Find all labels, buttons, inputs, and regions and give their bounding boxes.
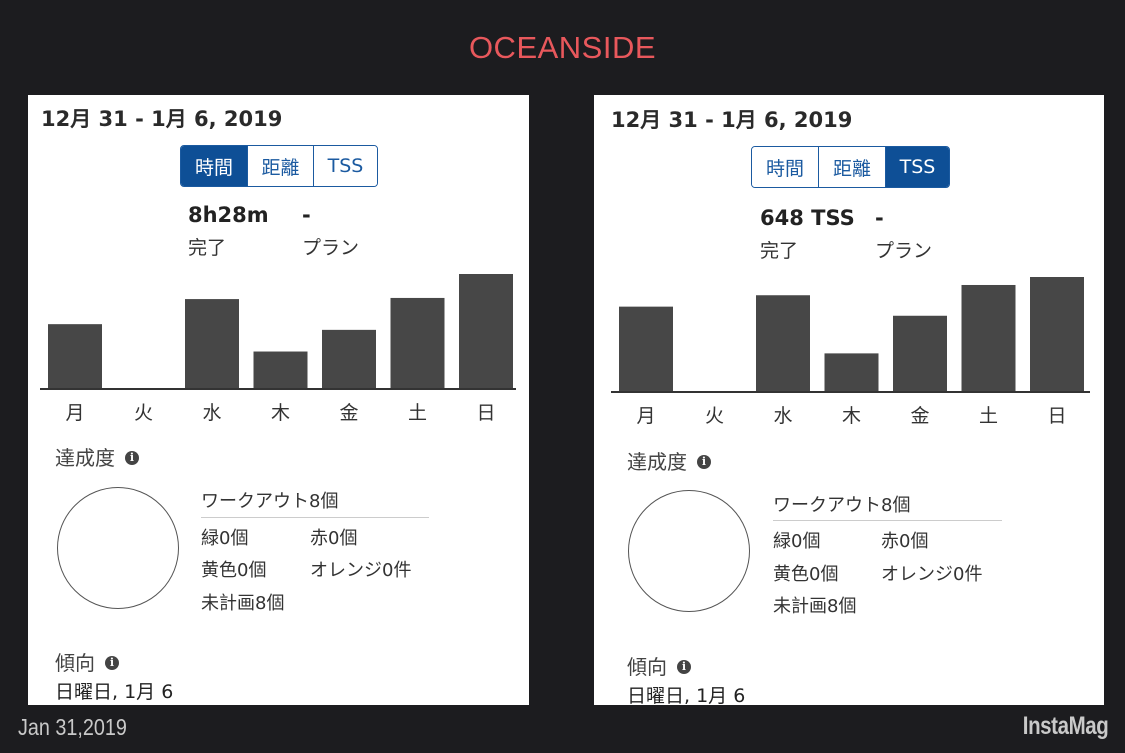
weekly-summary-panel-left: 12月 31 - 1月 6, 2019 時間 距離 TSS 8h28m - 完了… xyxy=(28,95,529,705)
divider xyxy=(201,517,429,518)
app-watermark: InstaMag xyxy=(1022,712,1108,740)
bar-5 xyxy=(961,284,1016,391)
workouts-count: ワークアウト8個 xyxy=(773,495,911,516)
compliance-ring xyxy=(57,487,179,609)
bar-2 xyxy=(185,299,239,388)
trend-label: 傾向 i xyxy=(55,647,119,676)
green-count: 緑0個 xyxy=(201,528,249,549)
trend-date: 日曜日, 1月 6 xyxy=(627,685,746,705)
footer-date: Jan 31,2019 xyxy=(18,714,127,740)
day-label: 日 xyxy=(476,402,495,424)
completed-label: 完了 xyxy=(188,237,227,259)
completed-label: 完了 xyxy=(760,240,799,262)
orange-count: オレンジ0件 xyxy=(310,560,412,581)
info-icon[interactable]: i xyxy=(677,659,691,674)
bar-3 xyxy=(824,353,879,391)
weekly-summary-panel-right: 12月 31 - 1月 6, 2019 時間 距離 TSS 648 TSS - … xyxy=(594,95,1104,705)
day-label: 土 xyxy=(408,402,427,424)
plan-value: - xyxy=(302,203,311,227)
day-label: 月 xyxy=(65,402,84,424)
plan-value: - xyxy=(875,206,884,230)
day-label: 水 xyxy=(202,402,221,424)
bar-6 xyxy=(1030,277,1084,391)
date-range: 12月 31 - 1月 6, 2019 xyxy=(611,108,853,132)
workouts-count: ワークアウト8個 xyxy=(201,491,339,512)
day-label: 火 xyxy=(134,402,153,424)
tab-tss[interactable]: TSS xyxy=(885,147,949,187)
bar-4 xyxy=(322,329,376,388)
trend-date: 日曜日, 1月 6 xyxy=(55,681,174,703)
yellow-count: 黄色0個 xyxy=(201,560,267,581)
info-icon[interactable]: i xyxy=(125,450,139,465)
day-label: 日 xyxy=(1047,405,1066,427)
unplanned-count: 未計画8個 xyxy=(773,596,857,617)
day-label: 火 xyxy=(705,405,724,427)
tab-time[interactable]: 時間 xyxy=(752,147,818,187)
day-label: 金 xyxy=(910,405,929,427)
bar-0 xyxy=(48,324,102,388)
green-count: 緑0個 xyxy=(773,531,821,552)
bar-4 xyxy=(893,315,947,391)
date-range: 12月 31 - 1月 6, 2019 xyxy=(41,107,283,131)
bar-3 xyxy=(253,351,308,388)
metric-tabs: 時間 距離 TSS xyxy=(751,146,950,188)
red-count: 赤0個 xyxy=(881,531,929,552)
yellow-count: 黄色0個 xyxy=(773,564,839,585)
unplanned-count: 未計画8個 xyxy=(201,593,285,614)
completed-value: 8h28m xyxy=(188,203,269,227)
daily-bar-chart: 月火水木金土日 xyxy=(611,277,1090,427)
completed-value: 648 TSS xyxy=(760,206,855,230)
tab-distance[interactable]: 距離 xyxy=(818,147,885,187)
day-label: 月 xyxy=(636,405,655,427)
tab-distance[interactable]: 距離 xyxy=(247,146,313,186)
info-icon[interactable]: i xyxy=(697,454,711,469)
metric-tabs: 時間 距離 TSS xyxy=(180,145,378,187)
red-count: 赤0個 xyxy=(310,528,358,549)
plan-label: プラン xyxy=(302,237,360,259)
trend-label: 傾向 i xyxy=(627,651,691,680)
divider xyxy=(773,520,1002,521)
day-label: 水 xyxy=(773,405,792,427)
daily-bar-chart: 月火水木金土日 xyxy=(40,274,516,424)
info-icon[interactable]: i xyxy=(105,655,119,670)
plan-label: プラン xyxy=(875,240,933,262)
achievement-label: 達成度 i xyxy=(627,446,711,475)
day-label: 土 xyxy=(979,405,998,427)
orange-count: オレンジ0件 xyxy=(881,564,983,585)
day-label: 木 xyxy=(271,402,290,424)
compliance-ring xyxy=(628,490,750,612)
bar-0 xyxy=(619,306,673,391)
achievement-label: 達成度 i xyxy=(55,442,139,471)
bar-2 xyxy=(756,295,810,391)
day-label: 金 xyxy=(339,402,358,424)
day-label: 木 xyxy=(842,405,861,427)
bar-5 xyxy=(390,297,445,388)
page-title: OCEANSIDE xyxy=(468,30,657,65)
tab-time[interactable]: 時間 xyxy=(181,146,247,186)
tab-tss[interactable]: TSS xyxy=(313,146,377,186)
bar-6 xyxy=(459,274,513,388)
